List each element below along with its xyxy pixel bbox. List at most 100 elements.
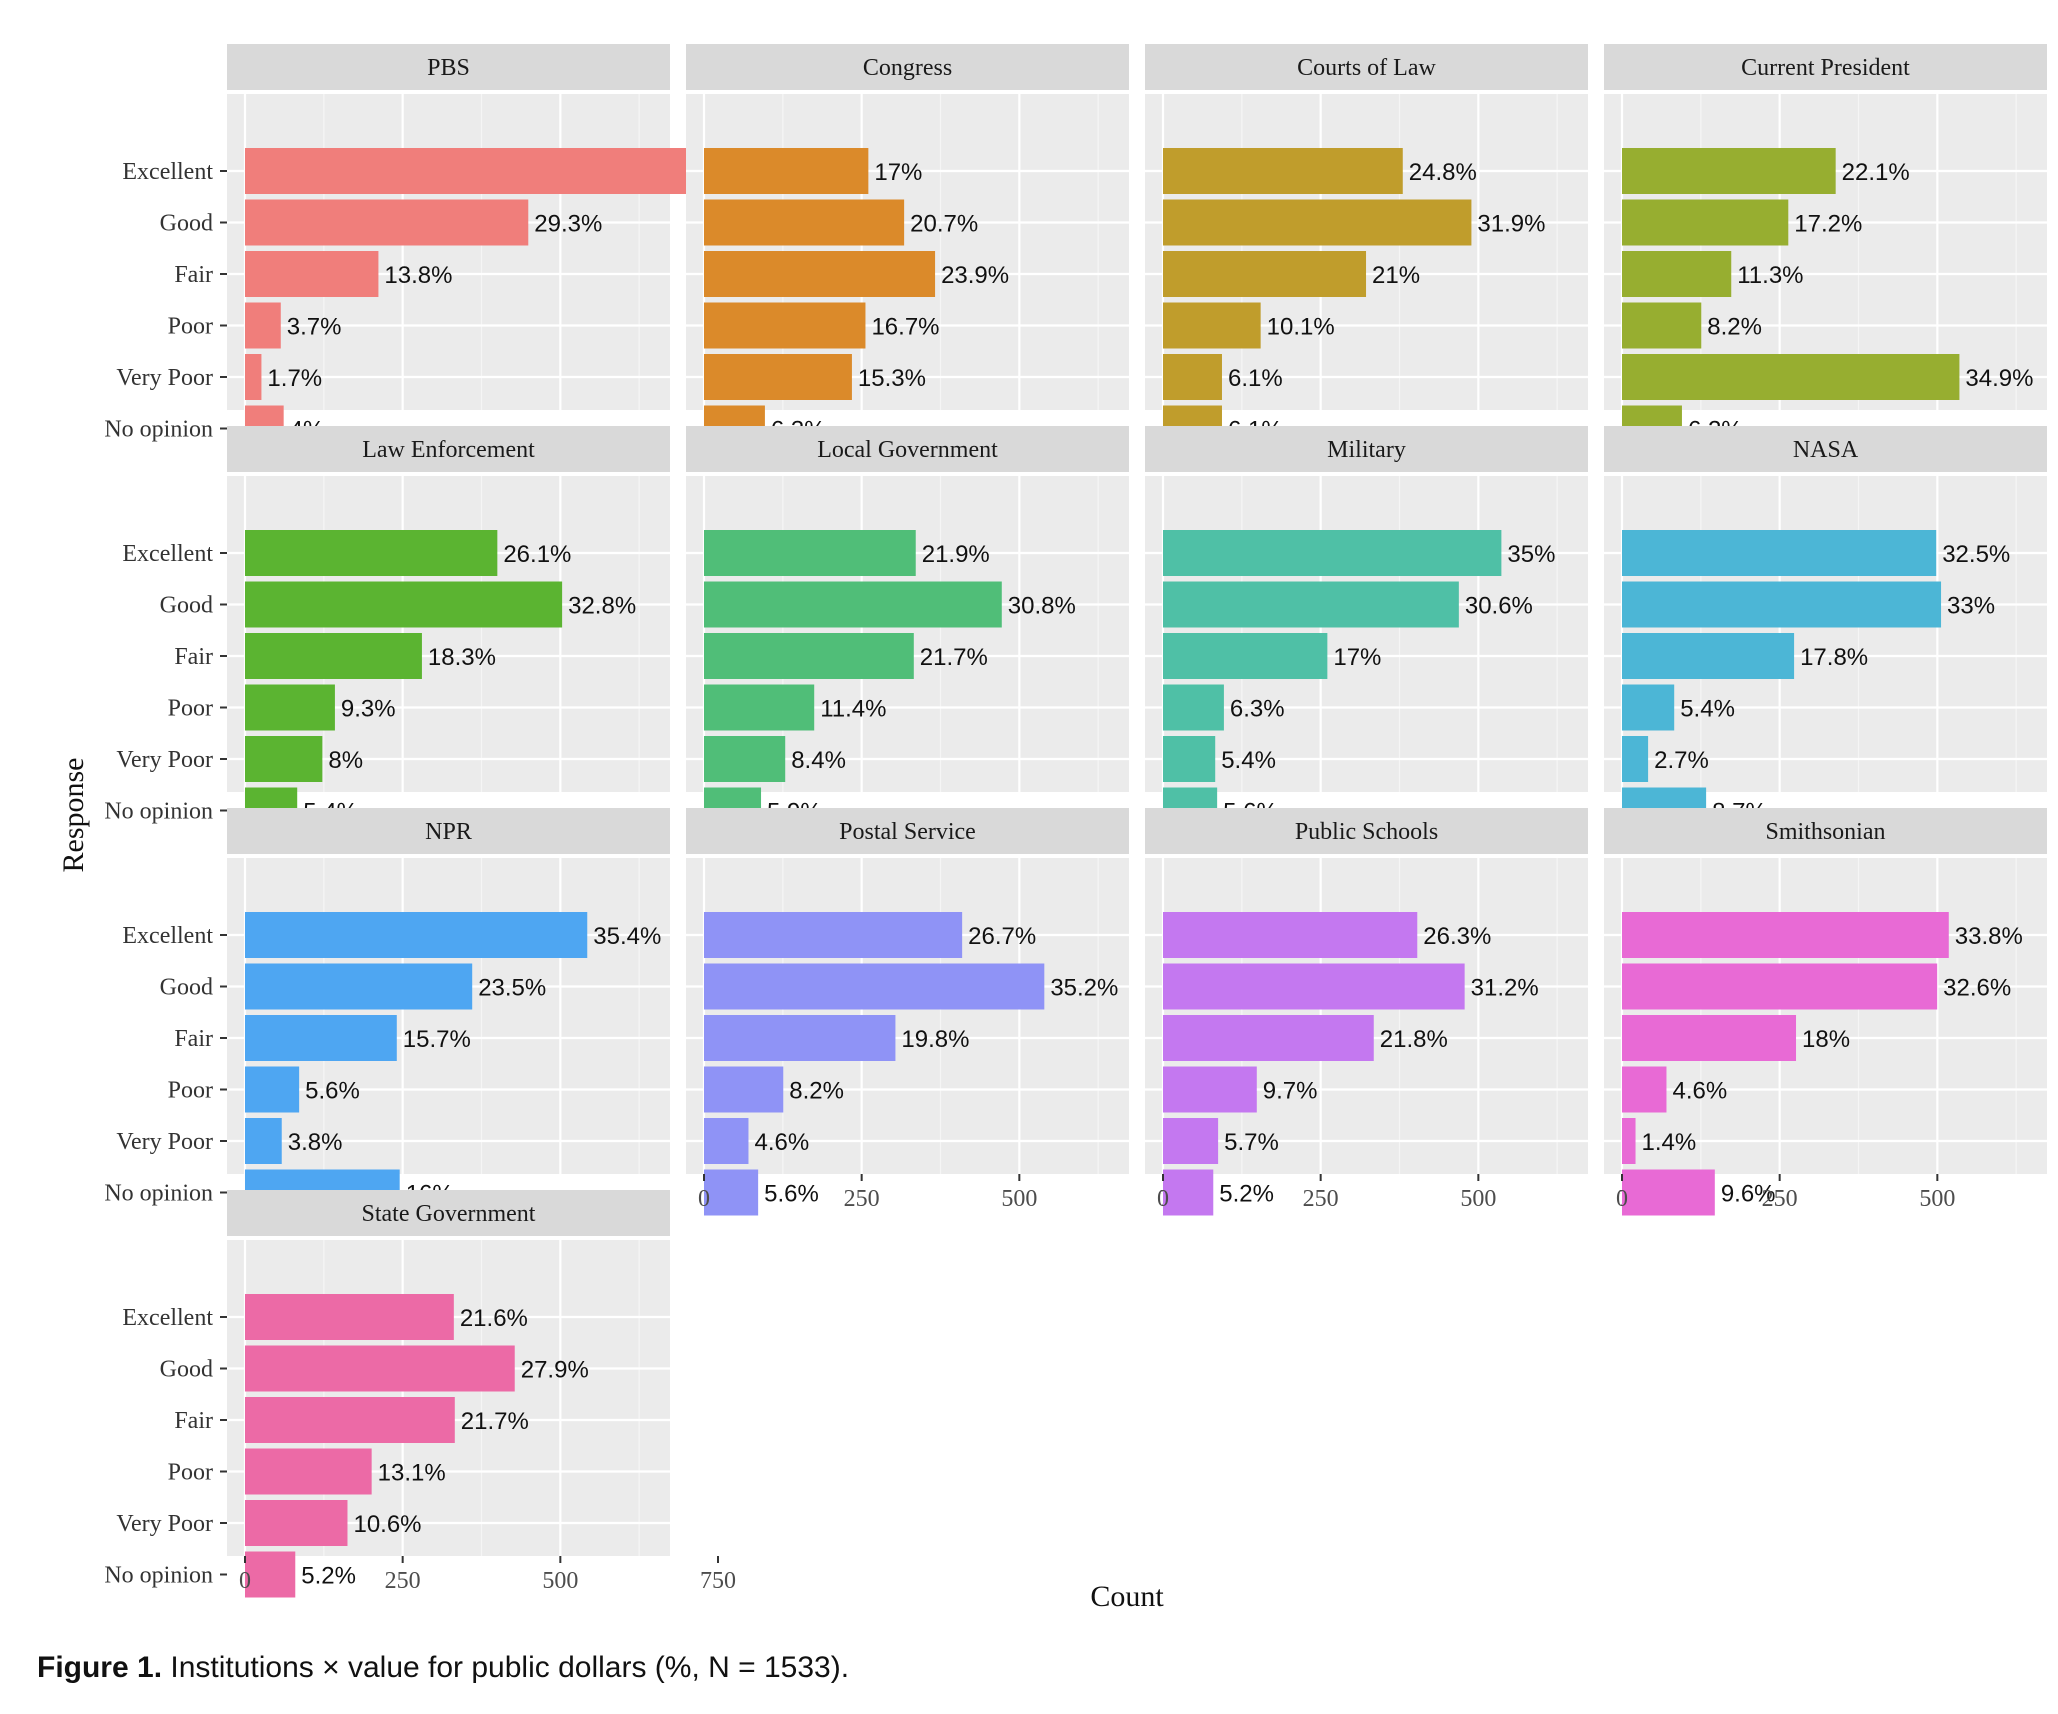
bar-congress-good bbox=[704, 199, 905, 246]
x-tick-label: 500 bbox=[1001, 1186, 1037, 1212]
data-label-current-president-excellent: 22.1% bbox=[1842, 159, 1910, 186]
data-label-current-president-very-poor: 34.9% bbox=[1965, 365, 2033, 392]
data-label-npr-good: 23.5% bbox=[478, 975, 546, 1002]
facet-strip-current-president bbox=[1604, 44, 2047, 90]
facet-strip-local-government bbox=[686, 426, 1129, 472]
bar-law-enforcement-poor bbox=[245, 684, 335, 731]
data-label-military-very-poor: 5.4% bbox=[1221, 747, 1276, 774]
data-label-courts-of-law-excellent: 24.8% bbox=[1409, 159, 1477, 186]
bar-postal-service-good bbox=[704, 963, 1045, 1010]
data-label-military-excellent: 35% bbox=[1507, 541, 1555, 568]
figure-caption-text: Institutions × value for public dollars … bbox=[170, 1651, 850, 1684]
y-tick-label-poor: Poor bbox=[168, 696, 213, 722]
data-label-current-president-good: 17.2% bbox=[1794, 211, 1862, 238]
facet-title-state-government: State Government bbox=[362, 1201, 536, 1227]
y-tick-label-poor: Poor bbox=[168, 1460, 213, 1486]
x-tick-label: 250 bbox=[844, 1186, 880, 1212]
bar-courts-of-law-good bbox=[1163, 199, 1472, 246]
bar-state-government-fair bbox=[245, 1397, 455, 1443]
bar-current-president-excellent bbox=[1622, 148, 1836, 194]
facet-strip-smithsonian bbox=[1604, 808, 2047, 854]
x-tick-label: 250 bbox=[1303, 1186, 1339, 1212]
figure-caption: Figure 1. Institutions × value for publi… bbox=[37, 1651, 849, 1685]
y-tick-label-no-opinion: No opinion bbox=[104, 417, 213, 443]
data-label-nasa-excellent: 32.5% bbox=[1942, 541, 2010, 568]
bar-local-government-fair bbox=[704, 633, 914, 679]
bar-state-government-no-opinion bbox=[245, 1551, 296, 1598]
facet-strip-public-schools bbox=[1145, 808, 1588, 854]
data-label-congress-excellent: 17% bbox=[874, 159, 922, 186]
bar-postal-service-very-poor bbox=[704, 1118, 749, 1164]
bar-congress-poor bbox=[704, 302, 866, 349]
facet-strip-law-enforcement bbox=[227, 426, 670, 472]
bar-law-enforcement-very-poor bbox=[245, 736, 323, 782]
bar-local-government-excellent bbox=[704, 530, 916, 576]
y-tick-label-poor: Poor bbox=[168, 314, 213, 340]
data-label-smithsonian-very-poor: 1.4% bbox=[1642, 1129, 1697, 1156]
data-label-nasa-very-poor: 2.7% bbox=[1654, 747, 1709, 774]
bar-congress-very-poor bbox=[704, 354, 852, 400]
facet-title-courts-of-law: Courts of Law bbox=[1297, 55, 1436, 81]
bar-npr-fair bbox=[245, 1015, 397, 1061]
bar-state-government-poor bbox=[245, 1448, 372, 1495]
bar-state-government-excellent bbox=[245, 1294, 454, 1340]
x-tick-label: 500 bbox=[1460, 1186, 1496, 1212]
bar-postal-service-fair bbox=[704, 1015, 896, 1061]
bar-nasa-poor bbox=[1622, 684, 1675, 731]
data-label-military-good: 30.6% bbox=[1465, 593, 1533, 620]
data-label-congress-poor: 16.7% bbox=[871, 314, 939, 341]
bar-law-enforcement-good bbox=[245, 581, 563, 628]
data-label-local-government-very-poor: 8.4% bbox=[791, 747, 846, 774]
bar-npr-good bbox=[245, 963, 473, 1010]
data-label-congress-fair: 23.9% bbox=[941, 262, 1009, 289]
data-label-current-president-fair: 11.3% bbox=[1737, 262, 1803, 289]
data-label-npr-fair: 15.7% bbox=[403, 1026, 471, 1053]
bar-military-poor bbox=[1163, 684, 1224, 731]
x-tick-label: 250 bbox=[385, 1568, 421, 1594]
bar-pbs-excellent bbox=[245, 148, 704, 194]
bar-public-schools-poor bbox=[1163, 1066, 1257, 1113]
y-tick-label-good: Good bbox=[160, 975, 213, 1001]
data-label-pbs-very-poor: 1.7% bbox=[267, 365, 322, 392]
data-label-public-schools-very-poor: 5.7% bbox=[1224, 1129, 1279, 1156]
data-label-law-enforcement-good: 32.8% bbox=[568, 593, 636, 620]
data-label-congress-good: 20.7% bbox=[910, 211, 978, 238]
data-label-public-schools-poor: 9.7% bbox=[1263, 1078, 1318, 1105]
y-axis-title: Response bbox=[57, 758, 90, 873]
bar-military-fair bbox=[1163, 633, 1328, 679]
bar-local-government-very-poor bbox=[704, 736, 786, 782]
data-label-military-fair: 17% bbox=[1333, 644, 1381, 671]
y-tick-label-no-opinion: No opinion bbox=[104, 1563, 213, 1589]
y-tick-label-fair: Fair bbox=[174, 1026, 213, 1052]
bar-nasa-very-poor bbox=[1622, 736, 1649, 782]
y-tick-label-fair: Fair bbox=[174, 262, 213, 288]
y-tick-label-excellent: Excellent bbox=[122, 541, 213, 567]
y-tick-label-very-poor: Very Poor bbox=[116, 1511, 213, 1537]
bar-congress-fair bbox=[704, 251, 936, 297]
y-tick-label-excellent: Excellent bbox=[122, 159, 213, 185]
y-tick-label-very-poor: Very Poor bbox=[116, 365, 213, 391]
data-label-postal-service-poor: 8.2% bbox=[789, 1078, 844, 1105]
data-label-state-government-fair: 21.7% bbox=[461, 1408, 529, 1435]
bar-law-enforcement-excellent bbox=[245, 530, 498, 576]
y-tick-label-fair: Fair bbox=[174, 644, 213, 670]
data-label-courts-of-law-fair: 21% bbox=[1372, 262, 1420, 289]
x-tick-label: 0 bbox=[239, 1568, 251, 1594]
facet-strip-military bbox=[1145, 426, 1588, 472]
data-label-postal-service-fair: 19.8% bbox=[901, 1026, 969, 1053]
bar-smithsonian-good bbox=[1622, 963, 1938, 1010]
bar-military-very-poor bbox=[1163, 736, 1216, 782]
bar-public-schools-no-opinion bbox=[1163, 1169, 1214, 1216]
facet-title-congress: Congress bbox=[863, 55, 952, 81]
faceted-bar-chart: PBS47.4%29.3%13.8%3.7%1.7%4%ExcellentGoo… bbox=[57, 44, 2047, 1613]
bar-smithsonian-fair bbox=[1622, 1015, 1797, 1061]
data-label-law-enforcement-excellent: 26.1% bbox=[503, 541, 571, 568]
data-label-pbs-poor: 3.7% bbox=[287, 314, 342, 341]
data-label-postal-service-good: 35.2% bbox=[1050, 975, 1118, 1002]
y-tick-label-excellent: Excellent bbox=[122, 1305, 213, 1331]
data-label-postal-service-very-poor: 4.6% bbox=[754, 1129, 809, 1156]
y-tick-label-excellent: Excellent bbox=[122, 923, 213, 949]
bar-public-schools-good bbox=[1163, 963, 1465, 1010]
x-tick-label: 750 bbox=[700, 1568, 736, 1594]
bar-nasa-fair bbox=[1622, 633, 1795, 679]
